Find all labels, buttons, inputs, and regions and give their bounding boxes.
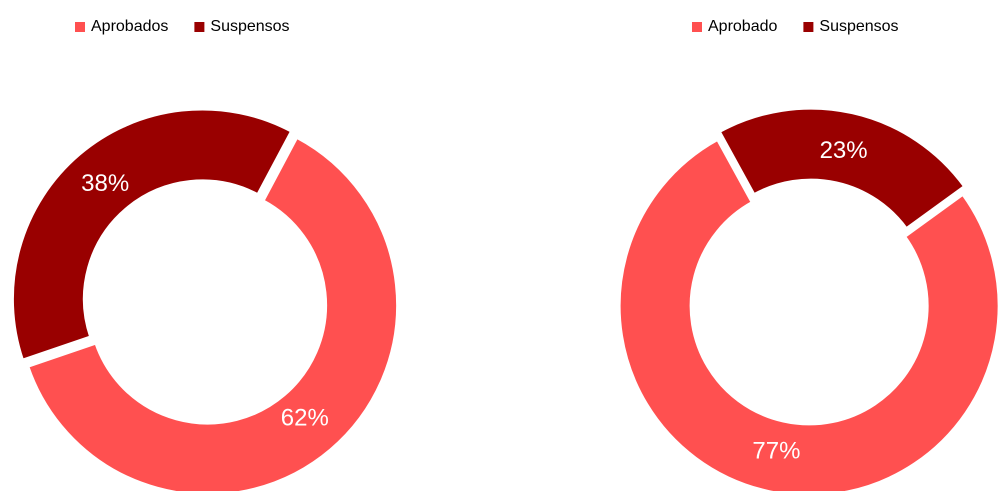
legend-swatch <box>194 22 205 32</box>
donut-slice <box>25 135 400 491</box>
value-label: 23% <box>820 137 868 164</box>
donut-slice <box>10 107 294 363</box>
legend-label: Aprobado <box>708 18 777 35</box>
legend-swatch <box>75 22 85 32</box>
legend-swatch <box>803 22 814 32</box>
legend-label: Suspensos <box>210 18 289 35</box>
legend-label: Suspensos <box>819 18 898 35</box>
value-label: 77% <box>752 438 800 465</box>
value-label: 38% <box>81 170 129 197</box>
legend-swatch <box>692 22 702 32</box>
donut-slice <box>617 137 1001 491</box>
value-label: 62% <box>281 405 329 432</box>
donut-slice <box>717 106 967 231</box>
legend-label: Aprobados <box>91 18 168 35</box>
